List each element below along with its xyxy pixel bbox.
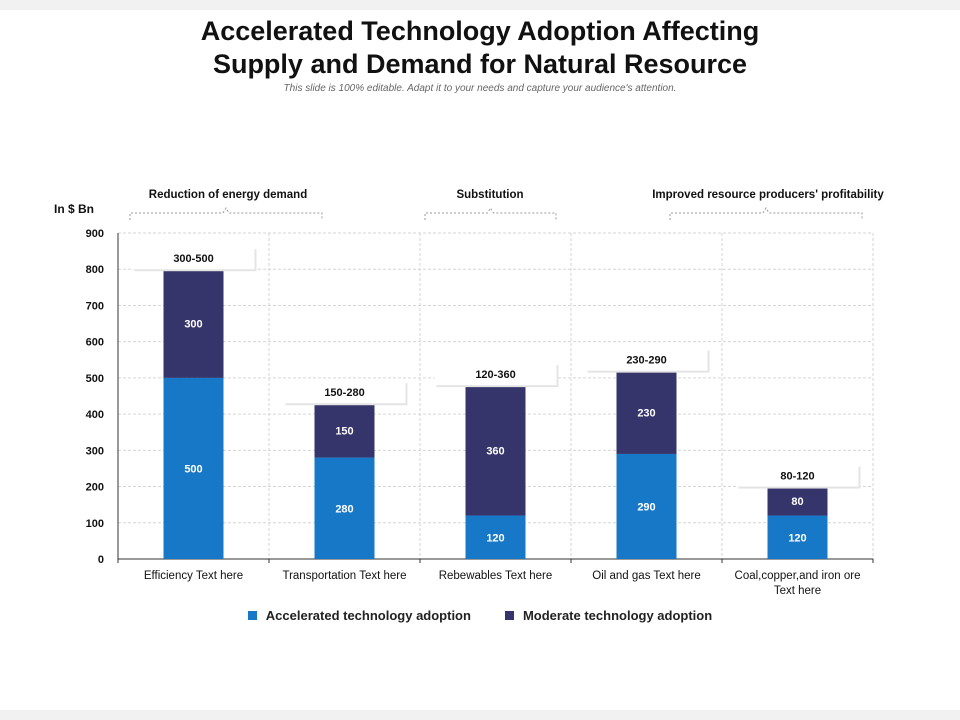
bar-accelerated [767,515,828,559]
bar-moderate [163,269,224,378]
legend-item-accelerated: Accelerated technology adoption [247,608,471,623]
data-label-moderate: 230 [637,407,655,419]
x-tick-label: Oil and gas Text here [592,570,700,582]
slide-title: Accelerated Technology Adoption Affectin… [0,15,960,81]
y-tick-label: 200 [86,482,104,494]
y-tick-label: 600 [86,337,104,349]
bar-moderate [465,385,526,516]
x-tick-label: Text here [774,585,821,597]
x-tick-label: Efficiency Text here [144,570,243,582]
data-label-accelerated: 500 [184,463,202,475]
range-callout-box [736,464,859,487]
group-bracket [424,207,557,220]
y-tick-label: 100 [86,518,104,530]
bar-moderate [767,486,828,516]
group-label: Reduction of energy demand [149,189,307,201]
range-callout-label: 300-500 [173,253,213,265]
title-line-2: Supply and Demand for Natural Resource [212,49,748,79]
y-tick-label: 500 [86,373,104,385]
x-tick-label: Coal,copper,and iron ore [735,570,861,582]
y-tick-label: 300 [86,445,104,457]
bar-accelerated [163,377,224,559]
y-tick-label: 400 [86,409,104,421]
top-band [0,0,960,10]
range-callout-box [585,348,708,371]
legend-swatch-moderate [504,611,514,620]
bottom-band [0,710,960,720]
bar-accelerated [616,453,677,559]
bar-accelerated [465,515,526,559]
y-tick-label: 0 [98,554,104,566]
y-tick-label: 900 [86,228,104,240]
slide-subtitle: This slide is 100% editable. Adapt it to… [283,83,677,94]
data-label-accelerated: 120 [788,532,806,544]
legend-swatch-accelerated [247,611,257,620]
data-label-accelerated: 290 [637,501,655,513]
data-label-accelerated: 120 [486,532,504,544]
legend-item-moderate: Moderate technology adoption [504,608,713,623]
bar-moderate [314,403,375,458]
data-label-moderate: 80 [791,496,803,508]
title-line-1: Accelerated Technology Adoption Affectin… [200,16,760,46]
range-callout-label: 150-280 [324,387,364,399]
bar-accelerated [314,457,375,559]
range-callout-box [132,247,255,270]
x-tick-label: Rebewables Text here [439,570,553,582]
data-label-accelerated: 280 [335,503,353,515]
data-label-moderate: 150 [335,425,353,437]
group-label: Improved resource producers' profitabili… [652,189,884,201]
range-callout-box [434,363,557,386]
group-bracket [669,207,863,220]
range-callout-box [283,381,406,404]
group-label: Substitution [456,189,523,201]
x-tick-label: Transportation Text here [282,570,406,582]
range-callout-label: 120-360 [475,369,515,381]
y-axis-title: In $ Bn [54,202,94,216]
range-callout-label: 80-120 [780,471,814,483]
y-tick-label: 800 [86,264,104,276]
chart-legend: Accelerated technology adoption Moderate… [0,608,960,623]
group-bracket [129,207,323,220]
range-callout-label: 230-290 [626,355,666,367]
y-tick-label: 700 [86,300,104,312]
data-label-moderate: 360 [486,445,504,457]
bar-moderate [616,370,677,454]
legend-label-accelerated: Accelerated technology adoption [265,608,471,623]
data-label-moderate: 300 [184,319,202,331]
legend-label-moderate: Moderate technology adoption [522,608,713,623]
